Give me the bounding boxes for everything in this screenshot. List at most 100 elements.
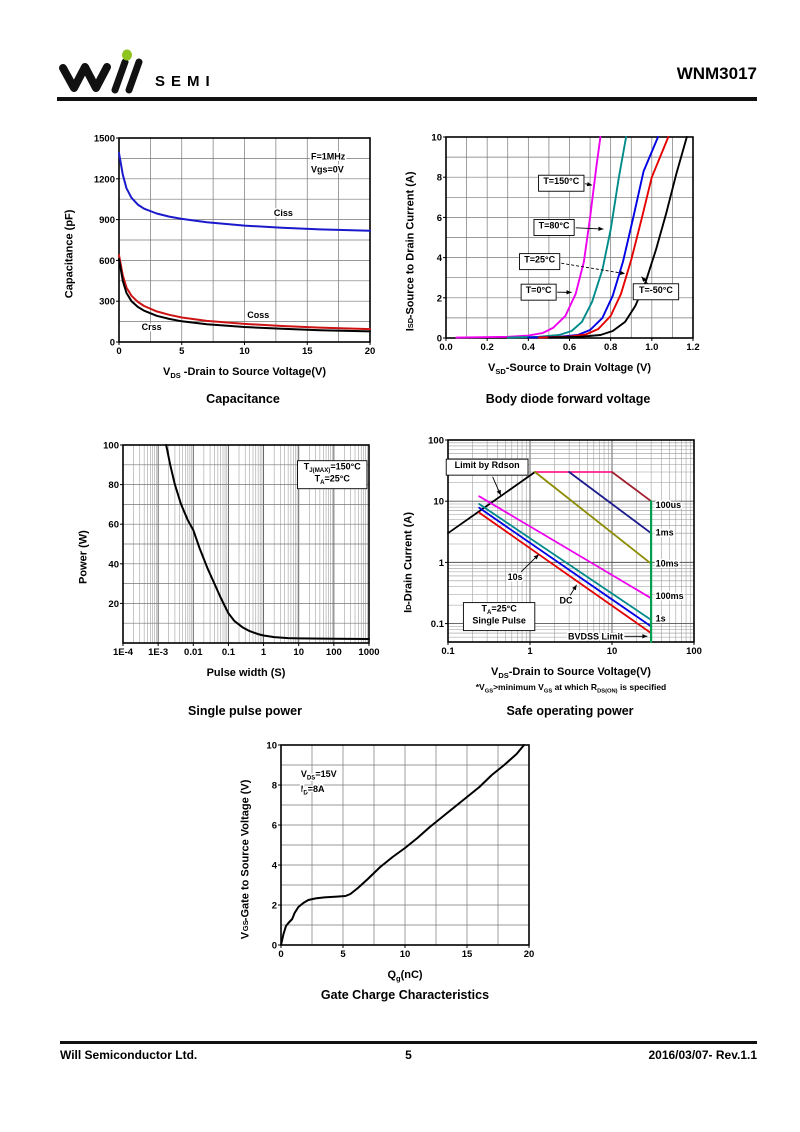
svg-text:0: 0 xyxy=(278,949,283,960)
footer-revision: 2016/03/07- Rev.1.1 xyxy=(648,1048,757,1062)
will-logo-green-dot-icon xyxy=(122,49,132,61)
will-semi-logo: SEMI xyxy=(59,49,216,94)
capacitance-caption: Capacitance xyxy=(206,392,280,406)
svg-text:10ms: 10ms xyxy=(656,559,679,569)
svg-text:1: 1 xyxy=(527,646,533,657)
body-diode-y-axis-label: I SD -Source to Drain Current (A) xyxy=(404,171,417,332)
svg-text:60: 60 xyxy=(108,520,119,531)
svg-text:5: 5 xyxy=(179,346,185,357)
svg-text:4: 4 xyxy=(437,253,443,264)
gate-charge-plot-body: 0 5 10 15 20 0 2 4 6 8 10 VDS=15V ID=8A Qg(nC) xyxy=(255,735,543,984)
svg-text:0: 0 xyxy=(116,346,121,357)
svg-text:0.4: 0.4 xyxy=(522,342,536,353)
series-1s xyxy=(478,503,653,621)
svg-text:0.2: 0.2 xyxy=(481,342,494,353)
svg-text:1.0: 1.0 xyxy=(645,342,658,353)
pulse-power-caption: Single pulse power xyxy=(188,704,302,718)
svg-text:ID=8A: ID=8A xyxy=(301,784,325,797)
svg-text:Crss: Crss xyxy=(142,322,162,332)
svg-text:1E-3: 1E-3 xyxy=(148,647,168,658)
body-diode-x-axis-label: VSD-Source to Drain Voltage (V) xyxy=(488,362,651,377)
series-100us xyxy=(611,471,653,503)
capacitance-x-axis-label: VDS -Drain to Source Voltage(V) xyxy=(163,366,326,381)
svg-text:1000: 1000 xyxy=(358,647,379,658)
svg-text:10: 10 xyxy=(607,646,618,657)
svg-text:100us: 100us xyxy=(656,500,682,510)
svg-text:100: 100 xyxy=(326,647,342,658)
svg-text:6: 6 xyxy=(437,213,442,224)
svg-text:20: 20 xyxy=(524,949,535,960)
svg-text:1500: 1500 xyxy=(94,134,115,145)
svg-text:0.1: 0.1 xyxy=(222,647,236,658)
svg-text:T=-50°C: T=-50°C xyxy=(639,285,673,295)
will-logo-l-stroke xyxy=(111,58,129,94)
svg-text:2: 2 xyxy=(437,293,442,304)
gate-charge-plot: 0 5 10 15 20 0 2 4 6 8 10 VDS=15V ID=8A xyxy=(255,735,543,968)
svg-text:TJ(MAX)=150°C: TJ(MAX)=150°C xyxy=(304,462,361,475)
gate-charge-caption: Gate Charge Characteristics xyxy=(320,988,490,1002)
svg-text:40: 40 xyxy=(108,559,119,570)
series-Crss xyxy=(118,258,371,333)
soa-caption: Safe operating power xyxy=(506,704,634,718)
svg-text:6: 6 xyxy=(272,821,277,832)
svg-text:Coss: Coss xyxy=(247,310,269,320)
svg-text:0.8: 0.8 xyxy=(604,342,617,353)
series-T=80C xyxy=(506,136,628,339)
series-Coss xyxy=(118,254,371,331)
svg-text:1200: 1200 xyxy=(94,174,115,185)
soa-plot-body: 0.1 1 10 100 0.1 1 10 100 Limit by Rdson 100us 1ms… xyxy=(418,430,708,695)
svg-text:DC: DC xyxy=(560,595,573,605)
svg-text:BVDSS Limit: BVDSS Limit xyxy=(568,631,623,641)
svg-text:0: 0 xyxy=(272,941,277,952)
soa-chart: I D -Drain Current (A) 0.1 1 10 100 0.1 1 10 100 L… xyxy=(399,430,708,695)
svg-text:TA=25°C: TA=25°C xyxy=(481,604,517,617)
svg-text:T=25°C: T=25°C xyxy=(524,255,555,265)
svg-text:0: 0 xyxy=(110,338,115,349)
capacitance-plot: 0 5 10 15 20 0 300 600 900 1200 1500 F=1MHz Vgs=0V Ci… xyxy=(79,128,382,365)
svg-text:10: 10 xyxy=(266,741,277,752)
svg-text:1ms: 1ms xyxy=(656,527,674,537)
svg-text:8: 8 xyxy=(437,173,442,184)
svg-text:2: 2 xyxy=(272,901,277,912)
svg-text:100: 100 xyxy=(686,646,702,657)
svg-text:10: 10 xyxy=(239,346,250,357)
gate-charge-y-axis-label: V GS -Gate to Source Voltage (V) xyxy=(239,779,252,939)
footer-page-number: 5 xyxy=(405,1048,412,1062)
svg-text:100: 100 xyxy=(428,436,444,447)
svg-text:100: 100 xyxy=(103,441,119,452)
will-logo-w-stroke xyxy=(59,63,111,92)
soa-x-axis-label: VDS-Drain to Source Voltage(V) xyxy=(491,666,651,681)
svg-text:TA=25°C: TA=25°C xyxy=(315,474,351,487)
series-Ciss xyxy=(118,152,371,232)
svg-text:600: 600 xyxy=(99,256,115,267)
svg-text:300: 300 xyxy=(99,297,115,308)
svg-text:0.6: 0.6 xyxy=(563,342,576,353)
pulse-power-chart: Power (W) 1E-4 1E-3 0.01 0.1 1 10 100 1000 20 40 6… xyxy=(74,435,383,680)
svg-text:4: 4 xyxy=(272,861,278,872)
soa-footnote: *VGS>minimum VGS at which RDS(ON) is spe… xyxy=(475,682,667,695)
svg-text:0.01: 0.01 xyxy=(184,647,203,658)
svg-text:900: 900 xyxy=(99,215,115,226)
series-10s xyxy=(478,506,653,628)
svg-text:10: 10 xyxy=(433,497,444,508)
series-DC xyxy=(478,511,653,635)
svg-text:20: 20 xyxy=(108,599,119,610)
svg-text:100ms: 100ms xyxy=(656,591,684,601)
svg-text:10s: 10s xyxy=(508,572,523,582)
svg-text:T=80°C: T=80°C xyxy=(539,220,570,230)
body-diode-plot: 0.0 0.2 0.4 0.6 0.8 1.0 1.2 0 2 4 6 8 10 T=150°C T=80°… xyxy=(420,127,705,361)
series-10ms xyxy=(534,471,653,565)
svg-text:15: 15 xyxy=(302,346,313,357)
svg-text:0.1: 0.1 xyxy=(431,619,445,630)
svg-text:0.1: 0.1 xyxy=(441,646,455,657)
svg-text:20: 20 xyxy=(365,346,376,357)
svg-text:5: 5 xyxy=(340,949,346,960)
body-diode-plot-body: 0.0 0.2 0.4 0.6 0.8 1.0 1.2 0 2 4 6 8 10 T=150°C T=80°… xyxy=(420,127,705,377)
page-footer: Will Semiconductor Ltd. 5 2016/03/07- Re… xyxy=(60,1041,757,1062)
svg-text:VDS=15V: VDS=15V xyxy=(301,769,337,782)
capacitance-chart: Capacitance (pF) 0 5 10 15 20 0 300 600 900 1200 1… xyxy=(60,128,382,381)
series-T=-50C xyxy=(547,136,688,339)
svg-text:T=0°C: T=0°C xyxy=(526,285,552,295)
capacitance-y-axis-label: Capacitance (pF) xyxy=(63,209,76,299)
brand-text: SEMI xyxy=(155,73,216,90)
